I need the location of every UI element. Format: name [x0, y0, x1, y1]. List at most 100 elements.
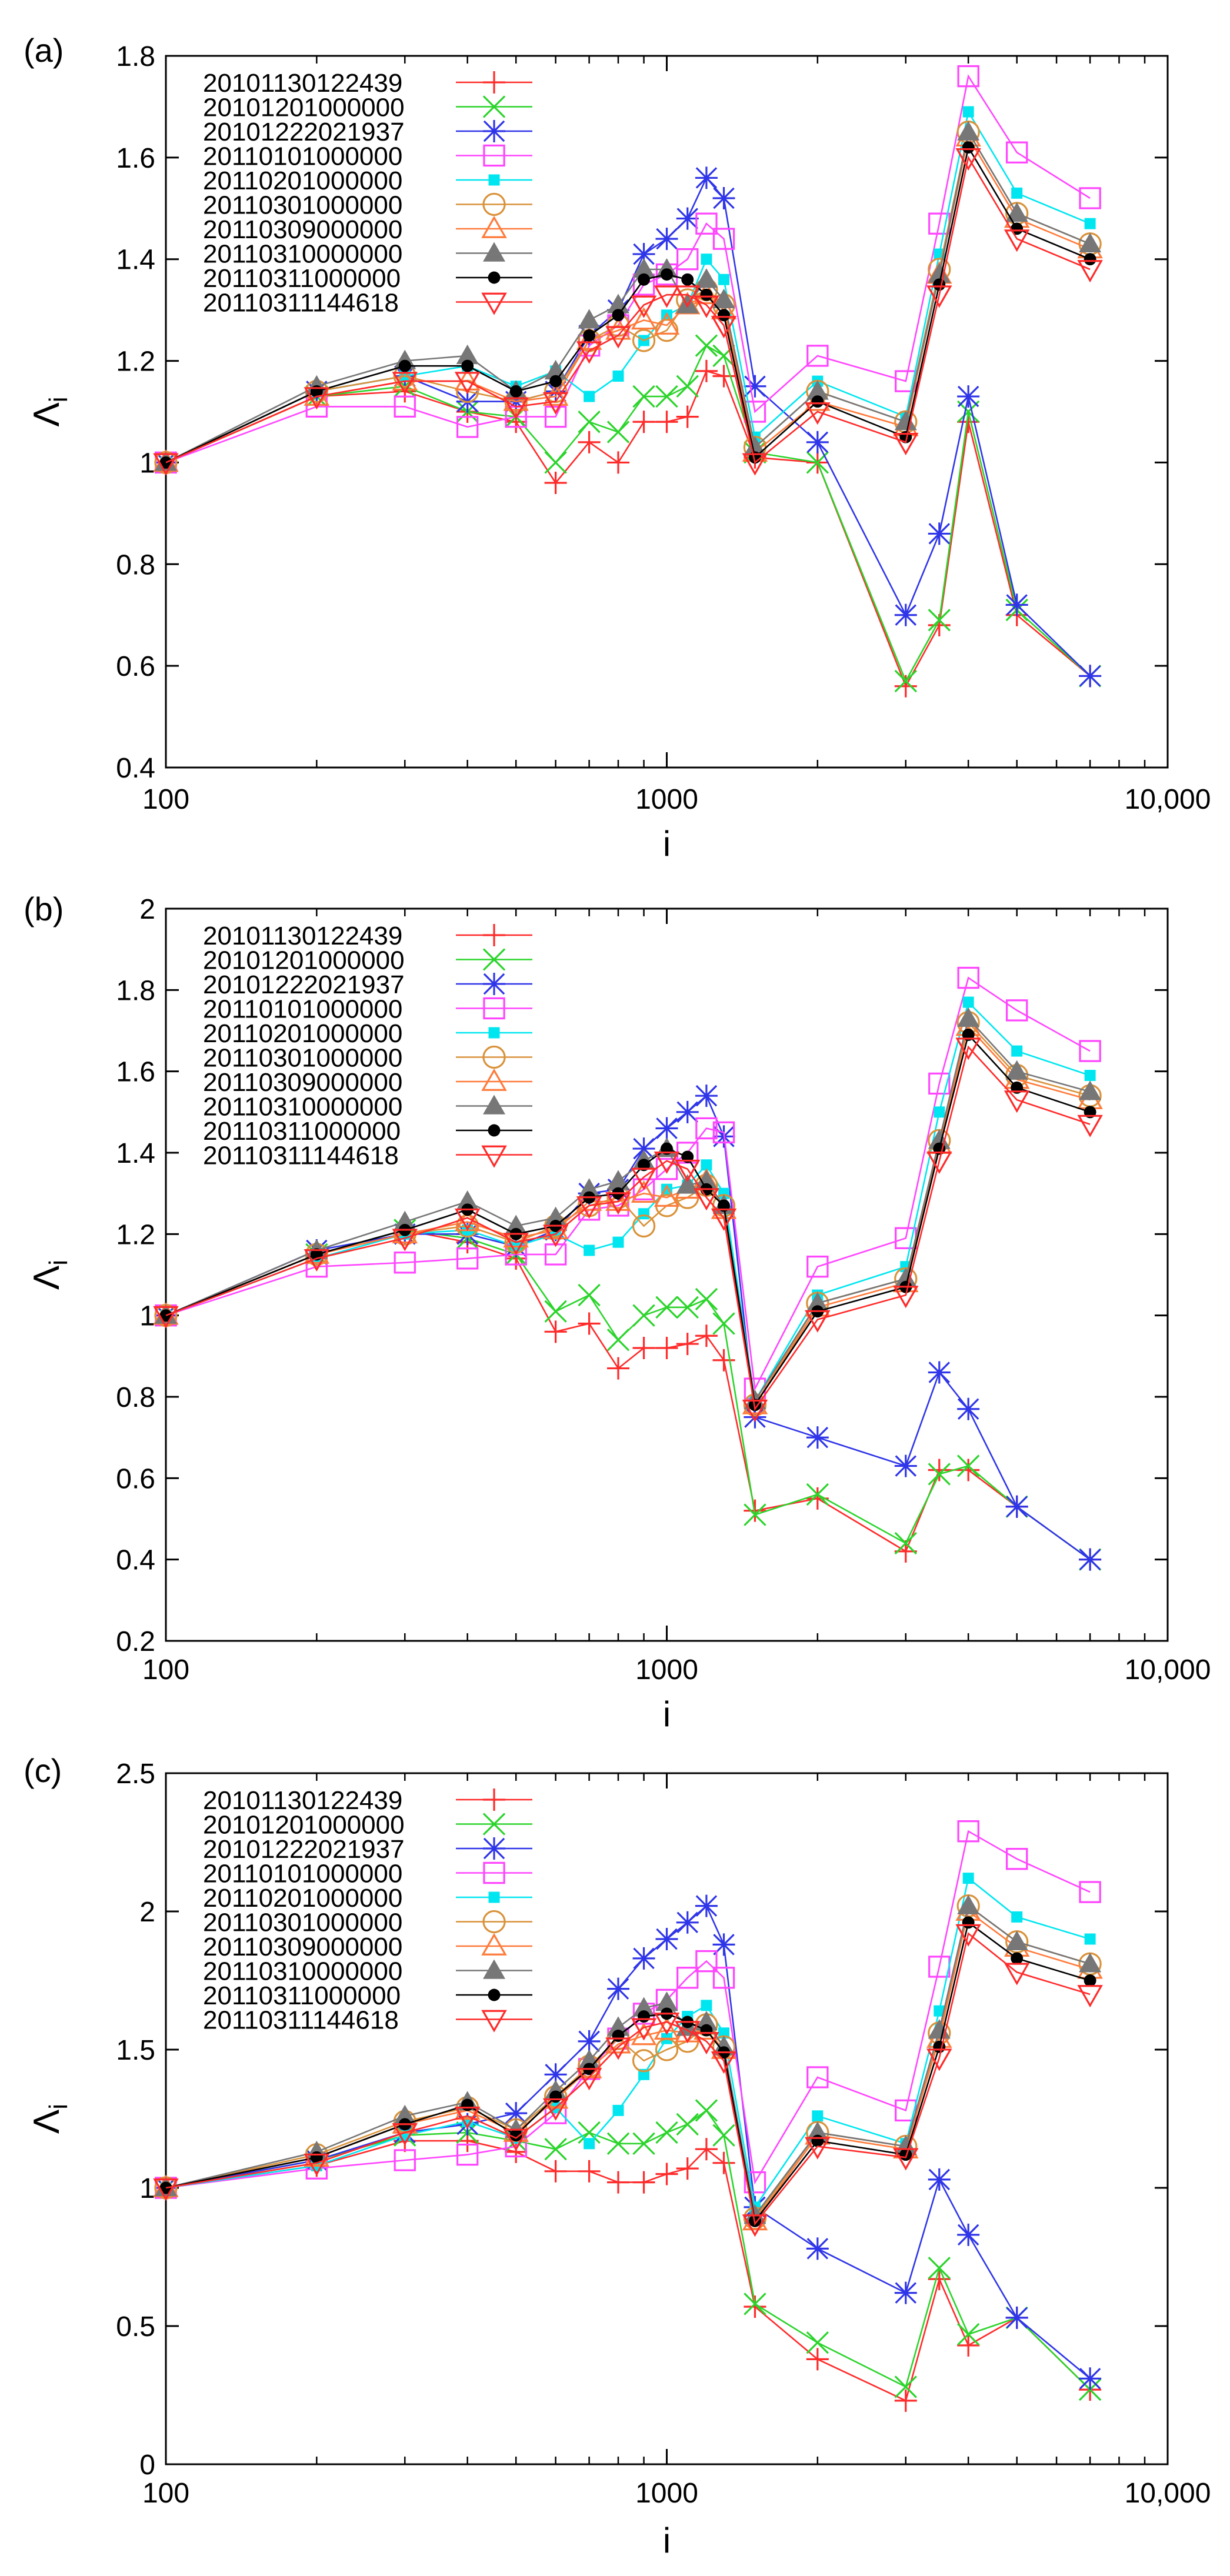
y-tick-label: 0.4	[116, 1545, 155, 1576]
data-point	[1084, 1933, 1096, 1945]
data-point	[542, 1224, 569, 1247]
data-point	[711, 2051, 737, 2074]
data-point	[576, 327, 602, 350]
data-point	[695, 1324, 718, 1347]
data-point	[1011, 187, 1023, 199]
legend-marker	[483, 71, 505, 94]
legend-marker	[482, 95, 506, 118]
legend-label: 20110311000000	[203, 264, 401, 293]
legend-marker	[481, 1068, 507, 1091]
data-point	[509, 385, 522, 398]
y-tick-label: 1.8	[116, 975, 155, 1006]
data-point	[392, 1221, 418, 1244]
data-point	[674, 1159, 701, 1182]
data-point	[638, 2010, 650, 2023]
data-point	[304, 1249, 330, 1272]
data-point	[159, 456, 172, 469]
data-point	[928, 2257, 951, 2280]
data-point	[1005, 593, 1028, 616]
data-point	[631, 307, 657, 330]
data-point	[612, 309, 625, 322]
plot-frame	[165, 55, 1169, 769]
data-point	[578, 2030, 601, 2053]
data-point	[654, 1184, 680, 1207]
y-tick-label: 1.5	[116, 2035, 155, 2066]
data-point	[578, 411, 601, 433]
data-point	[934, 2005, 945, 2017]
data-point	[695, 2011, 718, 2031]
data-point	[681, 273, 694, 286]
data-point	[632, 1997, 655, 2017]
data-point	[957, 1894, 980, 1914]
data-point	[928, 1361, 951, 1384]
data-point	[655, 2121, 678, 2144]
series-20101130122439	[155, 2130, 1102, 2412]
y-tick-label: 1.4	[116, 1138, 155, 1169]
data-point	[928, 2268, 951, 2291]
data-point	[1011, 1911, 1023, 1923]
data-point	[894, 1454, 917, 1477]
data-point	[957, 2334, 980, 2357]
data-point	[806, 2331, 829, 2354]
data-point	[503, 388, 529, 411]
data-point	[505, 2102, 528, 2125]
plot-frame	[165, 907, 1169, 1642]
data-point	[712, 365, 735, 388]
y-tick-label: 2	[139, 1897, 155, 1928]
data-point	[712, 1967, 735, 1989]
legend-marker	[481, 1933, 507, 1956]
data-point	[957, 2223, 980, 2246]
data-point	[631, 1180, 657, 1203]
data-point	[893, 433, 919, 456]
data-point	[695, 268, 718, 288]
data-point	[1084, 1974, 1096, 1987]
data-point	[712, 288, 735, 309]
data-point	[632, 1178, 655, 1200]
data-point	[695, 1950, 718, 1973]
y-tick-label: 0.8	[116, 549, 155, 580]
data-point	[957, 121, 980, 141]
data-point	[894, 2375, 917, 2398]
data-point	[655, 1928, 678, 1950]
data-point	[957, 1397, 980, 1420]
data-point	[1004, 1090, 1030, 1113]
data-point	[542, 383, 569, 406]
data-point	[894, 411, 917, 431]
data-point	[544, 1300, 567, 1323]
data-point	[712, 2151, 735, 2174]
data-point	[632, 2049, 656, 2073]
data-point	[1005, 999, 1028, 1022]
data-point	[503, 2128, 529, 2151]
panel-label: (c)	[24, 1752, 62, 1789]
series-line	[165, 2140, 1091, 2402]
data-point	[894, 1267, 917, 1287]
legend-label: 20110101000000	[203, 142, 402, 171]
data-point	[655, 228, 678, 251]
data-point	[928, 1463, 951, 1486]
data-point	[578, 2160, 601, 2183]
series-line	[165, 1045, 1091, 1412]
legend-label: 20110309000000	[203, 215, 402, 244]
series-20101201000000	[154, 2099, 1102, 2401]
data-point	[957, 1459, 980, 1481]
data-point	[544, 472, 567, 494]
data-point	[701, 253, 712, 265]
series-line	[165, 1921, 1091, 2223]
data-point	[928, 263, 951, 283]
legend-marker	[483, 973, 505, 995]
data-point	[711, 316, 737, 339]
legend-marker	[482, 1045, 506, 1069]
y-tick-label: 0.8	[116, 1382, 155, 1413]
data-point	[694, 2032, 719, 2055]
data-point	[955, 1924, 981, 1947]
series-20101130122439	[155, 359, 1102, 698]
data-point	[632, 2171, 655, 2194]
data-point	[957, 966, 979, 989]
data-point	[676, 1967, 699, 1989]
data-point	[1005, 141, 1028, 163]
series-20110311144618	[153, 1037, 1103, 1422]
legend-label: 20101201000000	[203, 1811, 405, 1840]
data-point	[806, 1426, 829, 1449]
data-point	[655, 2163, 678, 2185]
data-point	[655, 1157, 678, 1180]
